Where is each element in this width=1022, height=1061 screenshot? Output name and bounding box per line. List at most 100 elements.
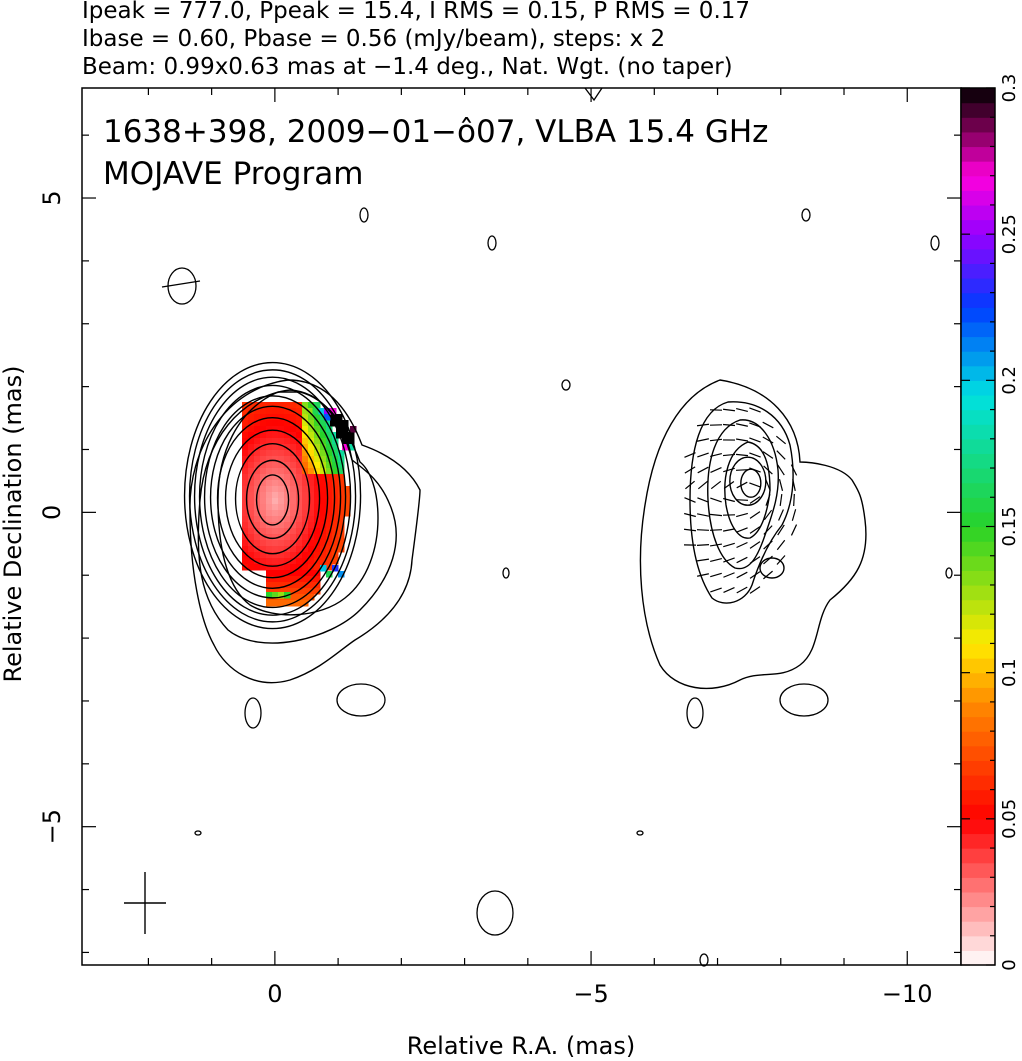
polarization-pixel [314, 498, 321, 505]
colorbar-step [961, 307, 995, 323]
polarization-pixel [278, 522, 285, 529]
evpa-stick [736, 527, 748, 533]
polarization-pixel [266, 450, 273, 457]
polarization-pixel [278, 492, 285, 499]
evpa-stick [684, 497, 696, 503]
noise-contour [686, 697, 704, 729]
evpa-stick [749, 467, 761, 473]
evpa-stick [723, 572, 735, 578]
polarization-pixel [266, 522, 273, 529]
polarization-pixel [266, 408, 273, 415]
evpa-stick [697, 438, 709, 442]
polarization-pixel [290, 570, 297, 577]
polarization-pixel [254, 522, 261, 529]
polarization-pixel [284, 474, 291, 481]
evpa-stick [791, 509, 797, 521]
evpa-stick [696, 544, 710, 546]
polarization-pixel [278, 564, 285, 571]
polarization-pixel [326, 522, 333, 529]
evpa-stick [709, 529, 723, 531]
colorbar-tick-label: 0.1 [999, 658, 1020, 687]
polarization-pixel [338, 468, 345, 475]
colorbar-step [961, 731, 995, 747]
colorbar-step [961, 570, 995, 586]
polarization-pixel [314, 402, 321, 409]
polarization-pixel [296, 408, 303, 415]
noise-contour [244, 697, 262, 729]
polarization-pixel [344, 498, 351, 505]
polarization-pixel [338, 486, 345, 493]
polarization-pixel [332, 510, 339, 517]
polarization-pixel [348, 444, 355, 451]
evpa-stick [684, 512, 696, 518]
polarization-pixel [272, 468, 279, 475]
polarization-pixel [290, 510, 297, 517]
polarization-pixel [278, 552, 285, 559]
polarization-pixel [332, 498, 339, 505]
colorbar-step [961, 263, 995, 279]
polarization-pixel [242, 492, 249, 499]
polarization-pixel [326, 516, 333, 523]
polarization-pixel [278, 510, 285, 517]
polarization-pixel [290, 486, 297, 493]
polarization-pixel [272, 492, 279, 499]
polarization-pixel [278, 408, 285, 415]
polarization-pixel [326, 534, 333, 541]
polarization-pixel [326, 540, 333, 547]
polarization-pixel [284, 540, 291, 547]
evpa-stick [765, 494, 771, 506]
polarization-pixel [320, 492, 327, 499]
contour-knot [759, 557, 785, 579]
polarization-pixel [338, 540, 345, 547]
polarization-pixel [320, 444, 327, 451]
polarization-pixel [302, 564, 309, 571]
polarization-pixel [248, 528, 255, 535]
evpa-stick [777, 524, 785, 536]
polarization-pixel [284, 588, 291, 595]
polarization-pixel [254, 558, 261, 565]
polarization-pixel [290, 522, 297, 529]
polarization-pixel [278, 468, 285, 475]
polarization-pixel [242, 462, 249, 469]
polarization-pixel [248, 480, 255, 487]
polarization-pixel [284, 576, 291, 583]
noise-contour [699, 953, 709, 967]
polarization-pixel [248, 558, 255, 565]
colorbar-step [961, 935, 995, 951]
evpa-stick [710, 480, 722, 490]
evpa-stick [710, 558, 722, 562]
polarization-pixel [308, 522, 315, 529]
polarization-pixel [320, 480, 327, 487]
polarization-pixel [320, 522, 327, 529]
polarization-pixel [320, 552, 327, 559]
contour-core [203, 395, 342, 599]
evpa-stick [696, 529, 710, 531]
polarization-pixel [332, 492, 339, 499]
polarization-pixel [260, 402, 267, 409]
polarization-pixel [296, 522, 303, 529]
polarization-pixel [248, 402, 255, 409]
colorbar-step [961, 804, 995, 820]
polarization-pixel [326, 468, 333, 475]
evpa-stick [697, 452, 709, 458]
polarization-pixel [272, 462, 279, 469]
polarization-pixel [242, 516, 249, 523]
colorbar-step [961, 848, 995, 864]
polarization-pixel [302, 414, 309, 421]
polarization-pixel [266, 498, 273, 505]
x-axis-label: Relative R.A. (mas) [407, 1032, 635, 1060]
evpa-stick [697, 466, 709, 474]
polarization-pixel [278, 462, 285, 469]
evpa-stick [697, 480, 709, 490]
polarization-pixel [248, 504, 255, 511]
polarization-pixel [242, 438, 249, 445]
polarization-pixel [248, 468, 255, 475]
polarization-pixel [296, 468, 303, 475]
polarization-pixel [284, 534, 291, 541]
evpa-stick [749, 437, 761, 443]
polarization-pixel [254, 408, 261, 415]
polarization-pixel [284, 462, 291, 469]
noise-contour [779, 683, 829, 717]
polarization-pixel [332, 516, 339, 523]
polarization-pixel [296, 540, 303, 547]
